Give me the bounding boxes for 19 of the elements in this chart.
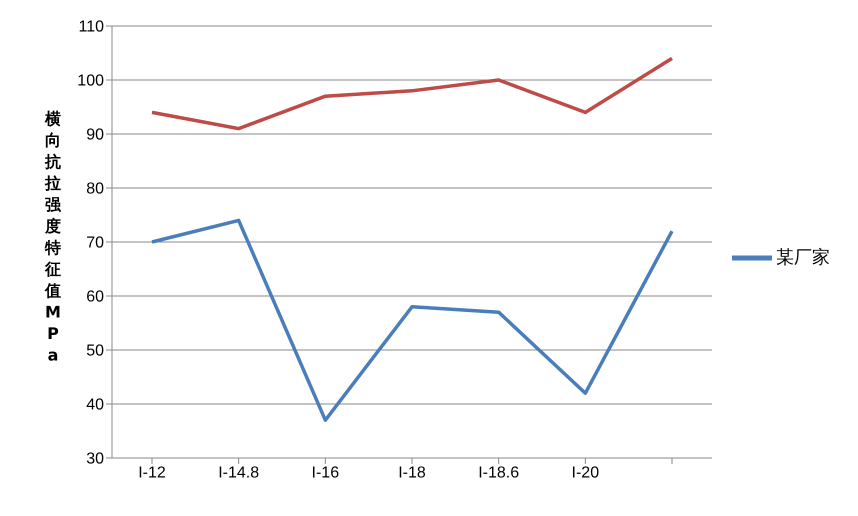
- y-tick-label: 100: [77, 72, 104, 90]
- y-tick-label: 30: [86, 450, 104, 468]
- x-tick-label: I-18: [398, 464, 426, 482]
- text: 横向抗拉强度特征值MPa: [45, 108, 61, 364]
- x-tick-label: I-20: [572, 464, 600, 482]
- x-tick-label: I-14.8: [218, 464, 260, 482]
- x-tick-label: I-16: [312, 464, 340, 482]
- line-series: [150, 218, 674, 422]
- y-tick-label: 40: [86, 396, 104, 414]
- y-tick-label: 50: [86, 342, 104, 360]
- line-series: [150, 56, 674, 130]
- y-tick-label: 70: [86, 234, 104, 252]
- x-tick-label: I-12: [138, 464, 166, 482]
- y-tick-label: 80: [86, 180, 104, 198]
- legend-label: 某厂家: [776, 246, 830, 267]
- y-tick-label: 60: [86, 288, 104, 306]
- y-tick-label: 110: [78, 18, 104, 36]
- y-tick-label: 90: [86, 126, 104, 144]
- x-tick-label: I-18.6: [478, 464, 520, 482]
